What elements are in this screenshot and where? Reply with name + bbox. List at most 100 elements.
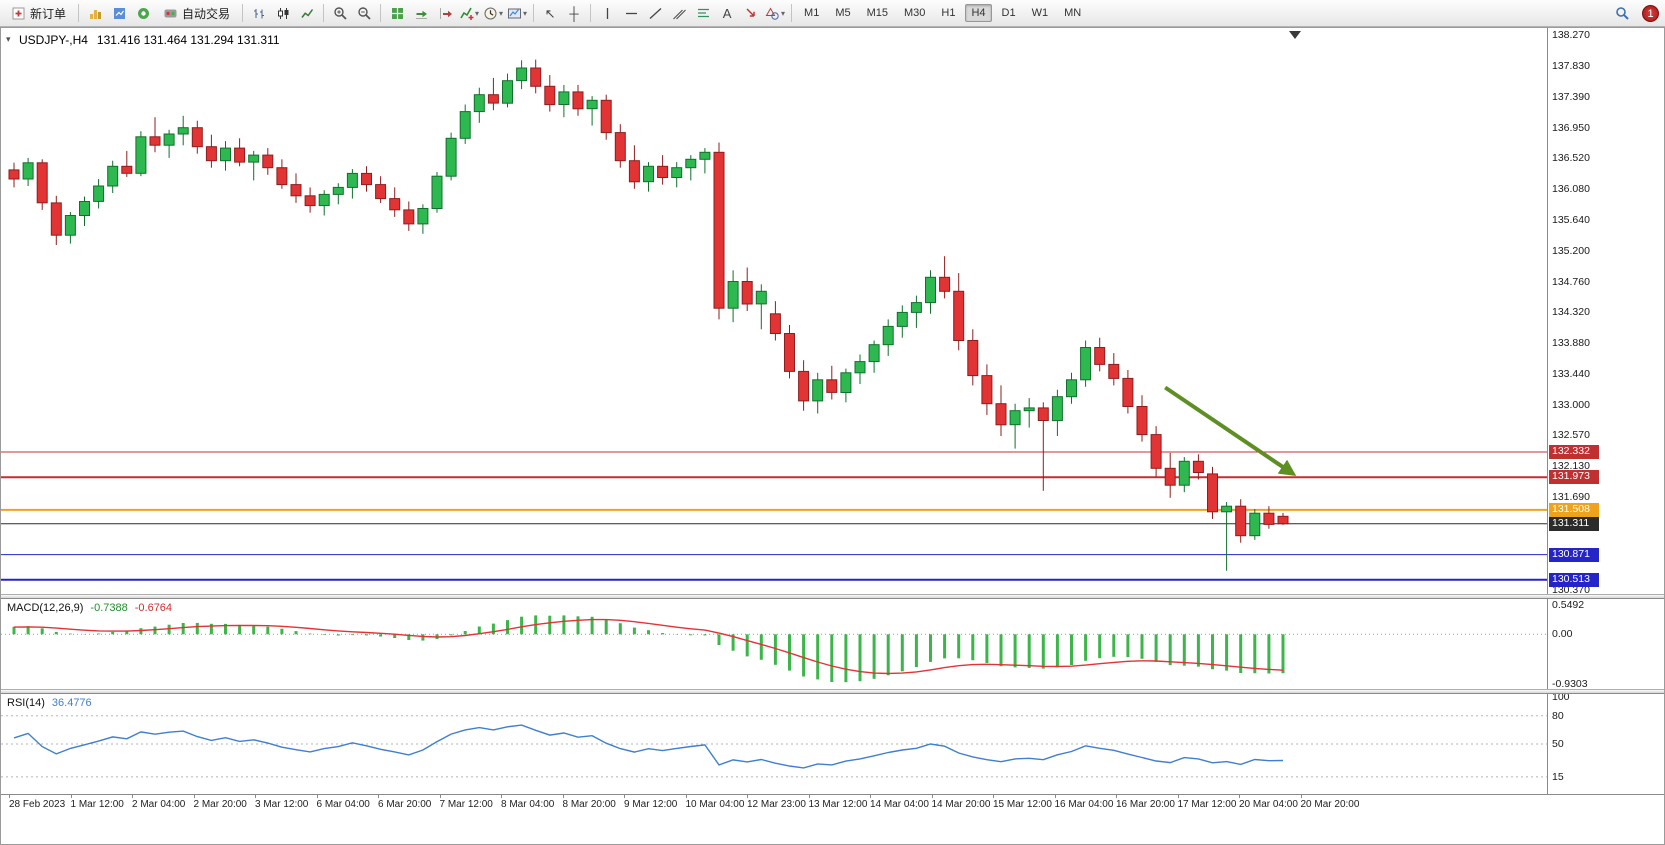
chart-shift-icon[interactable] xyxy=(434,2,456,24)
fibonacci-icon[interactable] xyxy=(692,2,714,24)
market-watch-icon xyxy=(112,6,127,21)
rsi-name: RSI(14) xyxy=(7,697,45,709)
dropdown-caret-icon: ▾ xyxy=(523,8,528,18)
price-axis-label: 138.270 xyxy=(1552,29,1590,41)
time-axis-label: 16 Mar 20:00 xyxy=(1116,799,1175,810)
timeframe-m15[interactable]: M15 xyxy=(866,7,888,19)
price-level-tag: 130.871 xyxy=(1549,548,1599,562)
time-axis-tick xyxy=(132,795,133,798)
price-level-tag: 131.311 xyxy=(1549,517,1599,531)
auto-scroll-icon[interactable] xyxy=(410,2,432,24)
rsi-axis-label: 15 xyxy=(1552,771,1564,783)
time-axis-tick xyxy=(9,795,10,798)
trendline-icon[interactable] xyxy=(644,2,666,24)
cursor-icon: ↖ xyxy=(544,5,556,21)
periods-icon[interactable]: ▾ xyxy=(482,2,504,24)
timeframe-m5[interactable]: M5 xyxy=(835,7,851,19)
cursor-icon[interactable]: ↖ xyxy=(539,2,561,24)
line-chart-icon[interactable] xyxy=(296,2,318,24)
axis-separator xyxy=(1547,28,1548,794)
time-axis-label: 6 Mar 20:00 xyxy=(378,799,432,810)
time-axis: 28 Feb 2023 1 Mar 12:00 2 Mar 04:00 2 Mar 2… xyxy=(1,794,1664,820)
horizontal-line-icon[interactable] xyxy=(620,2,642,24)
one-click-trading-toggle[interactable]: ▾ xyxy=(6,34,11,44)
toolbar-separator xyxy=(791,4,793,22)
autotrading-button[interactable]: 自动交易 xyxy=(156,2,237,25)
price-chart[interactable] xyxy=(1,28,1547,594)
rsi-value: 36.4776 xyxy=(51,697,92,709)
zoom-in-icon[interactable] xyxy=(329,2,351,24)
time-axis-label: 15 Mar 12:00 xyxy=(993,799,1052,810)
time-axis-label: 6 Mar 04:00 xyxy=(316,799,370,810)
rsi-axis-label: 100 xyxy=(1552,691,1570,703)
macd-axis-label: -0.9303 xyxy=(1552,678,1588,690)
time-axis-tick xyxy=(1177,795,1179,798)
macd-name: MACD(12,26,9) xyxy=(7,602,84,614)
new-order-button[interactable]: 新订单 xyxy=(4,2,73,25)
toolbar-separator xyxy=(533,4,535,22)
search-icon[interactable] xyxy=(1611,3,1633,25)
shapes-icon[interactable]: ▾ xyxy=(764,2,786,24)
vertical-line-icon[interactable] xyxy=(596,2,618,24)
new-order-button-label: 新订单 xyxy=(30,6,67,21)
price-level-tag: 130.513 xyxy=(1549,573,1599,587)
price-axis: 138.270 137.830 137.390 136.950 136.520 136.0… xyxy=(1548,28,1663,794)
text-icon[interactable]: A xyxy=(716,2,738,24)
chart-symbol-period: USDJPY-,H4 xyxy=(19,33,88,47)
timeframe-h4[interactable]: H4 xyxy=(965,4,992,22)
price-level-lines[interactable] xyxy=(1,451,1547,581)
templates-icon[interactable]: ▾ xyxy=(506,2,528,24)
charts-icon[interactable] xyxy=(84,2,106,24)
channel-icon[interactable] xyxy=(668,2,690,24)
time-axis-tick xyxy=(870,795,871,798)
time-axis-label: 13 Mar 12:00 xyxy=(808,799,868,810)
timeframe-m30[interactable]: M30 xyxy=(904,7,926,19)
charts-icon xyxy=(88,6,103,21)
time-axis-tick xyxy=(378,795,379,798)
time-axis-tick xyxy=(1300,795,1302,798)
time-axis-tick xyxy=(439,795,441,798)
candlestick-chart-icon[interactable] xyxy=(272,2,294,24)
horizontal-line-icon xyxy=(624,6,639,21)
price-axis-label: 133.880 xyxy=(1552,337,1590,349)
main-toolbar: 新订单 自动交易 ▾ ▾ ▾ ↖ ┼ A ▾ M1 M5 M15 M30 H1 H4 D1 W1 MN 1 xyxy=(0,0,1665,27)
new-order-icon xyxy=(11,6,26,21)
time-axis-tick xyxy=(193,795,195,798)
rsi-chart[interactable] xyxy=(1,694,1547,794)
navigator-icon[interactable] xyxy=(132,2,154,24)
notifications-badge[interactable]: 1 xyxy=(1642,5,1659,22)
macd-signal-line xyxy=(13,618,1284,675)
timeframe-m1[interactable]: M1 xyxy=(804,7,820,19)
time-axis-label: 3 Mar 12:00 xyxy=(255,799,309,810)
dropdown-caret-icon: ▾ xyxy=(499,8,504,18)
zoom-out-icon[interactable] xyxy=(353,2,375,24)
market-watch-icon[interactable] xyxy=(108,2,130,24)
panel-splitter[interactable] xyxy=(1,594,1664,599)
candlesticks xyxy=(8,59,1289,571)
auto-scroll-icon xyxy=(414,6,429,21)
time-axis-tick xyxy=(747,795,748,798)
dropdown-caret-icon: ▾ xyxy=(475,8,480,18)
price-axis-label: 136.520 xyxy=(1552,152,1590,164)
zoom-out-icon xyxy=(357,6,372,21)
tile-windows-icon[interactable] xyxy=(386,2,408,24)
rsi-indicator-label: RSI(14) 36.4776 xyxy=(7,697,92,709)
panel-splitter[interactable] xyxy=(1,689,1664,694)
timeframe-w1[interactable]: W1 xyxy=(1031,7,1049,19)
crosshair-icon[interactable]: ┼ xyxy=(563,2,585,24)
bar-chart-icon[interactable] xyxy=(248,2,270,24)
timeframe-h1[interactable]: H1 xyxy=(941,7,956,19)
rsi-axis-label: 50 xyxy=(1552,738,1564,750)
macd-main-value: -0.7388 xyxy=(90,602,128,614)
time-axis-label: 1 Mar 12:00 xyxy=(70,799,124,810)
zoom-in-icon xyxy=(333,6,348,21)
timeframe-d1[interactable]: D1 xyxy=(1001,7,1016,19)
indicators-icon[interactable]: ▾ xyxy=(458,2,480,24)
time-axis-label: 2 Mar 04:00 xyxy=(132,799,186,810)
autotrading-button-label: 自动交易 xyxy=(182,6,231,21)
macd-chart[interactable] xyxy=(1,599,1547,689)
time-axis-label: 17 Mar 12:00 xyxy=(1177,799,1237,810)
arrows-icon[interactable] xyxy=(740,2,762,24)
timeframe-mn[interactable]: MN xyxy=(1064,7,1082,19)
rsi-axis-label: 80 xyxy=(1552,710,1564,722)
